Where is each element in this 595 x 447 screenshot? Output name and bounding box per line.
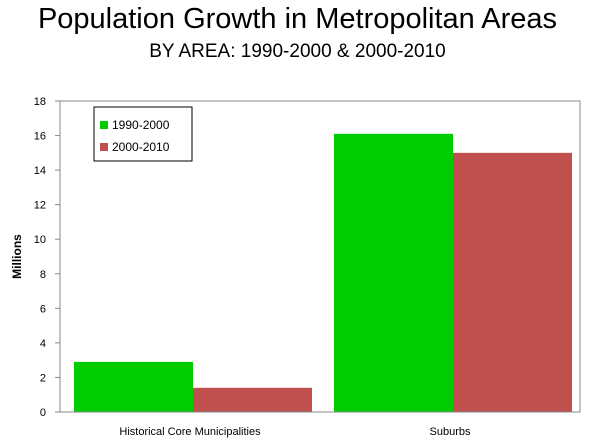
bars [74,133,572,413]
y-axis-ticks: 0 2 4 6 8 10 12 14 16 18 [34,96,60,419]
y-tick-label: 8 [40,269,46,281]
y-tick-label: 4 [40,338,46,350]
y-tick-label: 18 [34,96,46,108]
legend-swatch [100,143,108,151]
legend-label: 2000-2010 [112,140,170,154]
bar [334,133,453,413]
bar [74,361,193,412]
chart-subtitle: BY AREA: 1990-2000 & 2000-2010 [149,41,446,62]
bar [193,387,312,412]
legend-box [93,106,193,162]
y-axis-label: Millions [10,234,24,279]
x-category-label: Historical Core Municipalities [119,426,261,438]
bar [453,152,572,413]
y-tick-label: 2 [40,372,46,384]
plot-frame [59,100,581,413]
y-tick-label: 16 [34,131,46,143]
y-tick-label: 10 [34,234,46,246]
y-tick-label: 14 [34,165,46,177]
chart-title: Population Growth in Metropolitan Areas [37,3,558,35]
x-axis-labels: Historical Core Municipalities Suburbs [119,426,471,438]
y-tick-label: 12 [34,200,46,212]
y-tick-label: 6 [40,303,46,315]
x-category-label: Suburbs [430,426,471,438]
legend-swatch [100,121,108,129]
legend-label: 1990-2000 [112,118,170,132]
y-tick-label: 0 [40,407,46,419]
legend: 1990-2000 2000-2010 [93,106,193,162]
